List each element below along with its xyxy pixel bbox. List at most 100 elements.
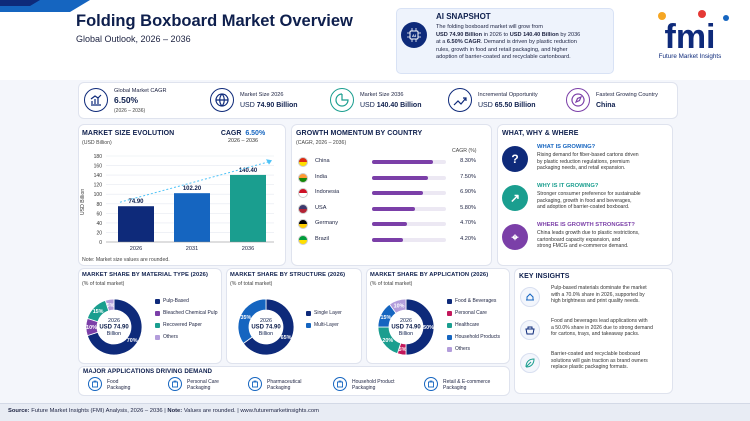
- why-item-text: Stronger consumer preference for sustain…: [537, 191, 641, 197]
- legend-item: Multi-Layer: [306, 322, 339, 328]
- x-tick-label: 2031: [186, 246, 198, 252]
- pie-slice: [242, 298, 295, 356]
- applications-card: [78, 366, 510, 396]
- legend-label: Multi-Layer: [314, 322, 339, 328]
- slice-label: 65%: [281, 335, 292, 341]
- y-tick-label: 0: [99, 240, 102, 246]
- slice-label: 15%: [93, 309, 104, 315]
- bar: [174, 193, 210, 242]
- country-value: 7.50%: [460, 173, 476, 180]
- insight-text: Food and beverages lead applications wit…: [551, 318, 648, 324]
- x-tick-label: 2036: [242, 246, 254, 252]
- pie-slice: [237, 298, 267, 345]
- insight-text: Barrier-coated and recyclable boxboard: [551, 351, 641, 357]
- legend-label: Bleached Chemical Pulp: [163, 310, 218, 316]
- donut-center-label: 2026: [260, 318, 272, 324]
- country-label: Brazil: [315, 235, 329, 242]
- market-size-note: Note: Market size values are rounded.: [82, 257, 170, 263]
- why-item-text: cartonboard capacity expansion, and: [537, 236, 621, 243]
- logo-caption: Future Market Insights: [658, 53, 722, 60]
- legend-item: Single Layer: [306, 310, 342, 316]
- y-tick-label: 180: [94, 154, 103, 160]
- legend-swatch: [155, 298, 160, 304]
- country-value: 4.20%: [460, 235, 476, 242]
- application-sublabel: Packaging: [443, 385, 467, 391]
- why-item-text: China leads growth due to plastic restri…: [537, 230, 640, 236]
- kpi-label: Market Size 2036: [360, 92, 404, 98]
- legend-label: Food & Beverages: [455, 298, 497, 304]
- insight-text: a 50.0% share in 2026 due to strong dema…: [551, 324, 653, 331]
- why-item-title: WHY IS IT GROWING?: [537, 183, 599, 189]
- pie-subtitle: (% of total market): [230, 281, 273, 287]
- legend-item: Personal Care: [447, 310, 487, 316]
- legend-swatch: [155, 322, 160, 328]
- why-item-text: and adoption of barrier-coated boxboard.: [537, 204, 630, 211]
- kpi-value: USD 140.40 Billion: [360, 102, 422, 109]
- bar: [118, 206, 154, 242]
- legend-item: Pulp-Based: [155, 298, 189, 304]
- application-label: Pharmaceutical: [267, 379, 302, 385]
- country-bar: [372, 206, 415, 211]
- y-tick-label: 100: [94, 192, 103, 198]
- pie-title: MARKET SHARE BY STRUCTURE (2026): [230, 272, 346, 278]
- leaf-icon: [520, 353, 540, 373]
- kpi-label: Fastest Growing Country: [596, 92, 658, 98]
- legend-label: Recovered Paper: [163, 322, 202, 328]
- country-label: India: [315, 173, 328, 180]
- donut-center-label: Billion: [259, 331, 273, 337]
- kpi-sub: (2026 – 2036): [114, 108, 146, 114]
- x-tick-label: 2026: [130, 246, 142, 252]
- legend-label: Personal Care: [455, 310, 487, 316]
- kpi-label: Incremental Opportunity: [478, 92, 538, 98]
- slice-label: 15%: [381, 315, 392, 321]
- pie-slice: [388, 298, 407, 314]
- pie-slice: [104, 298, 115, 312]
- application-label: Personal Care: [187, 379, 219, 385]
- country-value: 6.90%: [460, 189, 476, 195]
- y-tick-label: 20: [96, 230, 102, 236]
- growth-arrow-icon: ↗: [502, 185, 528, 211]
- country-label: Indonesia: [315, 189, 340, 195]
- slice-label: 10%: [86, 325, 97, 331]
- note-label: Note:: [167, 408, 183, 414]
- insight-text: Pulp-based materials dominate the market: [551, 285, 647, 291]
- donut-center-label: 2026: [108, 318, 120, 324]
- shopping-bag-icon: [424, 377, 438, 391]
- country-value: 5.80%: [460, 204, 476, 211]
- footer: [0, 403, 750, 421]
- legend-label: Household Products: [455, 334, 501, 340]
- country-growth-card: [291, 124, 492, 266]
- flag-icon: [298, 219, 308, 229]
- lotion-bottle-icon: [168, 377, 182, 391]
- country-label: China: [315, 158, 330, 164]
- country-bar: [372, 191, 424, 195]
- slice-label: 10%: [394, 304, 405, 310]
- legend-swatch: [306, 310, 311, 316]
- donut-center-label: Billion: [399, 331, 413, 337]
- legend-swatch: [447, 310, 452, 316]
- country-growth-title: GROWTH MOMENTUM BY COUNTRY: [296, 130, 423, 137]
- page-title: Folding Boxboard Market Overview: [76, 12, 353, 30]
- y-tick-label: 40: [96, 221, 102, 227]
- kpi-value: USD 74.90 Billion: [240, 102, 298, 109]
- legend-item: Others: [447, 346, 470, 352]
- legend-swatch: [447, 298, 452, 304]
- logo-wordmark: fmi: [665, 18, 716, 52]
- country-bar-track: [372, 222, 446, 226]
- source-text: Future Market Insights (FMI) Analysis, 2…: [29, 408, 168, 414]
- pie-title: MARKET SHARE BY MATERIAL TYPE (2026): [82, 272, 208, 278]
- donut-center-label: USD 74.90: [391, 325, 421, 331]
- why-item-title: WHAT IS GROWING?: [537, 144, 596, 150]
- legend-swatch: [447, 334, 452, 340]
- ai-chip-icon: AI: [401, 22, 427, 48]
- svg-text:AI: AI: [412, 33, 416, 38]
- y-tick-label: 60: [96, 211, 102, 217]
- donut-center-label: USD 74.90: [99, 325, 129, 331]
- y-tick-label: 140: [94, 173, 103, 179]
- why-item-text: packaging needs, and retail expansion.: [537, 165, 626, 172]
- why-item-text: packaging, growth in food and beverages,: [537, 197, 632, 204]
- legend-item: Others: [155, 334, 178, 340]
- application-label: Household Product: [352, 379, 395, 385]
